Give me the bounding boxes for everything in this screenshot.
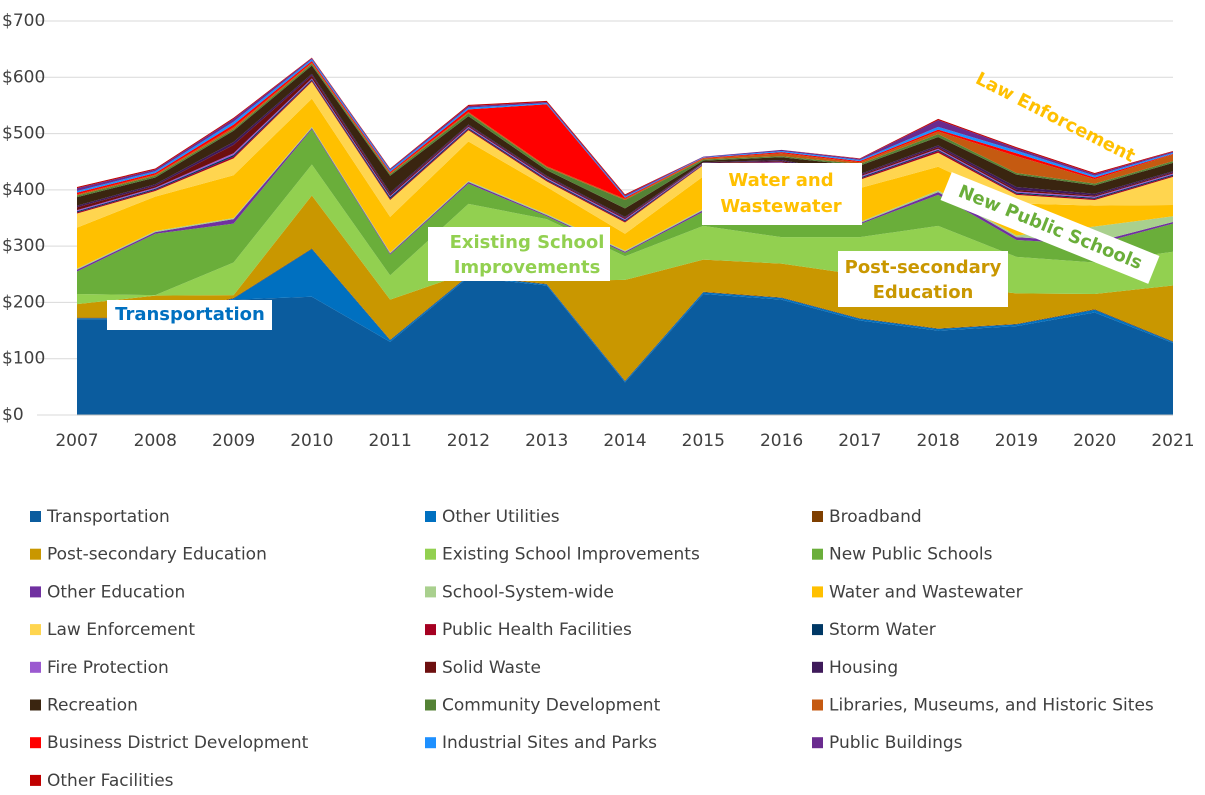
legend-label: Existing School Improvements [442,545,700,565]
x-tick-label: 2013 [525,431,568,451]
legend-swatch [812,661,823,673]
legend-swatch [30,661,41,673]
area [77,58,1173,197]
annotation-box [838,251,1008,307]
legend-swatch [425,586,436,598]
legend-label: Libraries, Museums, and Historic Sites [829,696,1154,716]
legend-swatch [425,511,436,522]
y-tick-label: $700 [2,11,45,31]
x-tick-label: 2021 [1151,431,1194,451]
annotation-text: Water and [728,170,833,191]
legend-swatch [812,548,823,560]
legend-swatch [812,586,823,598]
annotation-text: Transportation [115,304,265,325]
legend-label: Public Buildings [829,733,963,753]
legend-label: Law Enforcement [47,620,195,640]
legend-label: Other Utilities [442,507,560,527]
x-tick-label: 2008 [134,431,177,451]
legend-label: Fire Protection [47,658,169,678]
legend-label: Recreation [47,696,138,716]
legend-swatch [812,737,823,749]
legend-swatch [30,699,41,711]
annotation-box [428,227,610,281]
x-tick-label: 2020 [1073,431,1116,451]
annotation-text: Post-secondary [845,257,1002,278]
x-tick-label: 2017 [838,431,881,451]
x-tick-label: 2014 [603,431,646,451]
y-tick-label: $100 [2,349,45,369]
legend-label: Housing [829,658,898,678]
annotation: Improvements [454,257,601,278]
annotation-box [107,300,272,330]
legend-swatch [425,624,436,636]
legend-label: Other Education [47,582,185,602]
annotation: Wastewater [720,196,841,217]
annotation-box [940,172,1160,284]
legend-label: New Public Schools [829,545,993,565]
legend-label: Industrial Sites and Parks [442,733,657,753]
legend-label: Post-secondary Education [47,545,267,565]
y-tick-label: $0 [2,405,24,425]
area [77,195,1173,381]
y-tick-label: $600 [2,67,45,87]
annotation: Post-secondary [838,251,1008,307]
x-tick-label: 2007 [55,431,98,451]
legend-label: Community Development [442,696,661,716]
legend-swatch [812,699,823,711]
legend-swatch [30,586,41,598]
annotation-text: Improvements [454,257,601,278]
x-tick-label: 2019 [995,431,1038,451]
y-tick-label: $300 [2,236,45,256]
y-tick-label: $400 [2,180,45,200]
y-tick-label: $200 [2,292,45,312]
legend-label: Transportation [46,507,170,527]
legend-swatch [30,737,41,749]
legend-label: Solid Waste [442,658,541,678]
area [77,129,1173,296]
legend-swatch [425,737,436,749]
annotation: Education [873,282,974,303]
annotation: Existing School [428,227,610,281]
legend-label: Other Facilities [47,771,174,791]
annotation: Transportation [107,300,272,330]
legend-swatch [30,511,41,522]
y-tick-label: $500 [2,124,45,144]
annotation-box [702,163,862,225]
legend-swatch [30,774,41,786]
x-tick-label: 2009 [212,431,255,451]
legend-swatch [30,548,41,560]
legend-label: Public Health Facilities [442,620,632,640]
legend-swatch [425,548,436,560]
legend-swatch [425,699,436,711]
x-tick-label: 2018 [917,431,960,451]
x-tick-label: 2011 [369,431,412,451]
legend-label: Storm Water [829,620,936,640]
annotation-text: Wastewater [720,196,841,217]
legend-label: School-System-wide [442,582,614,602]
legend-swatch [812,511,823,522]
legend-label: Broadband [829,507,922,527]
x-tick-label: 2010 [290,431,333,451]
annotation-text: Education [873,282,974,303]
legend-swatch [812,624,823,636]
x-tick-label: 2012 [447,431,490,451]
legend-label: Water and Wastewater [829,582,1023,602]
x-tick-label: 2015 [682,431,725,451]
legend-swatch [425,661,436,673]
annotation: Water and [702,163,862,225]
legend-label: Business District Development [47,733,309,753]
area [77,277,1173,415]
legend-swatch [30,624,41,636]
x-tick-label: 2016 [760,431,803,451]
annotation-text: Existing School [450,232,605,253]
